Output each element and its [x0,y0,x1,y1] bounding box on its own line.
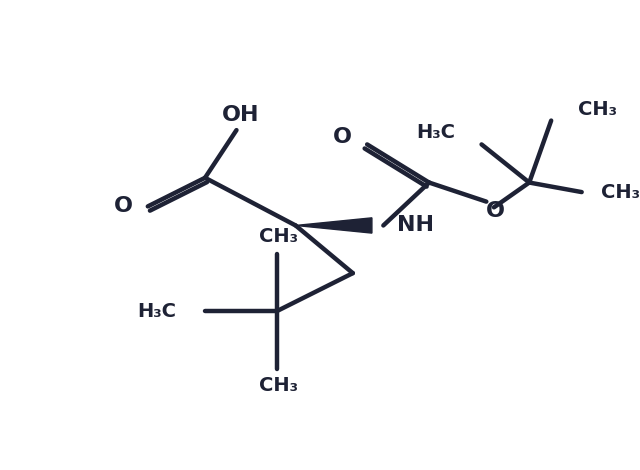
Polygon shape [296,218,372,233]
Text: O: O [486,201,506,221]
Text: O: O [113,196,132,216]
Text: NH: NH [397,215,434,235]
Text: CH₃: CH₃ [601,182,640,202]
Text: CH₃: CH₃ [578,100,617,118]
Text: CH₃: CH₃ [259,227,298,246]
Text: O: O [333,127,352,147]
Text: CH₃: CH₃ [259,376,298,395]
Text: H₃C: H₃C [416,124,455,142]
Text: H₃C: H₃C [138,302,177,321]
Text: OH: OH [221,105,259,125]
